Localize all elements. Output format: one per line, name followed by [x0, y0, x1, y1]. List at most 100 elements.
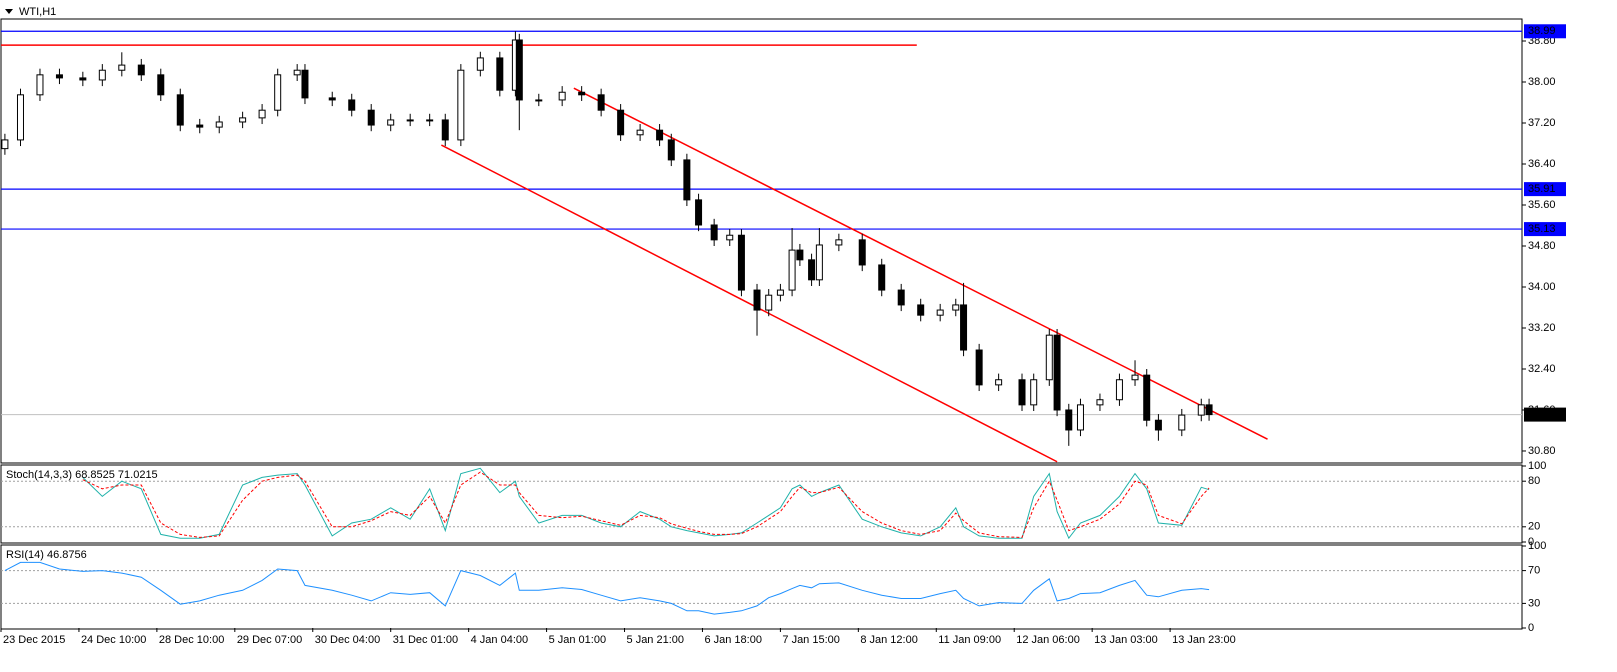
candle-body — [426, 119, 434, 122]
y-tick-label: 34.80 — [1528, 240, 1556, 252]
trendline — [573, 87, 1268, 440]
x-tick-label: 23 Dec 2015 — [3, 634, 65, 646]
y-tick-label: 36.40 — [1528, 158, 1556, 170]
x-tick-label: 4 Jan 04:00 — [471, 634, 528, 646]
candle-body — [16, 94, 24, 141]
indicator-line — [4, 561, 1210, 615]
x-tick-label: 13 Jan 03:00 — [1094, 634, 1158, 646]
y-tick-label: 80 — [1528, 475, 1540, 487]
y-tick-label: 33.20 — [1528, 322, 1556, 334]
candle-body — [695, 199, 703, 226]
candle-body — [79, 77, 87, 81]
candle-body — [36, 74, 44, 96]
candle-body — [726, 234, 734, 241]
level-label: 38.99 — [1528, 25, 1556, 37]
candle-body — [274, 74, 282, 111]
candle-body — [597, 94, 605, 111]
candle-body — [808, 259, 816, 281]
candle-body — [776, 289, 784, 296]
candle-body — [878, 264, 886, 291]
indicator-line — [82, 471, 1210, 538]
level-label-box — [1524, 182, 1566, 197]
x-tick-label: 31 Dec 01:00 — [393, 634, 458, 646]
candle-body — [348, 99, 356, 111]
panel-frame — [0, 18, 1523, 464]
trendline — [441, 144, 1058, 463]
candle-body — [1131, 374, 1139, 381]
candle-body — [636, 129, 644, 136]
candle-body — [578, 91, 586, 96]
y-tick-label: 30 — [1528, 597, 1540, 609]
candle-body — [617, 109, 625, 136]
panel-frame — [0, 544, 1523, 630]
candle-body — [535, 99, 543, 102]
candle-body — [858, 239, 866, 266]
x-tick-label: 8 Jan 12:00 — [860, 634, 918, 646]
panel-frame — [0, 464, 1523, 544]
candle-body — [710, 224, 718, 241]
candle-body — [1205, 404, 1213, 416]
candle-body — [98, 69, 106, 81]
candle-body — [737, 234, 745, 291]
menu-arrow — [5, 9, 13, 14]
candle-body — [796, 249, 804, 261]
y-tick-label: 100 — [1528, 460, 1546, 472]
candle-body — [515, 39, 523, 101]
candle-body — [1030, 379, 1038, 406]
x-tick-label: 13 Jan 23:00 — [1172, 634, 1236, 646]
candle-body — [765, 294, 773, 311]
candle-body — [137, 64, 145, 76]
candle-body — [788, 249, 796, 291]
candle-body — [1154, 419, 1162, 431]
candle-body — [1053, 334, 1061, 411]
y-tick-label: 30.80 — [1528, 445, 1556, 457]
last-price-label: 31.51 — [1528, 409, 1556, 421]
candle-body — [656, 129, 664, 141]
indicator-line — [82, 467, 1210, 540]
y-tick-label: 34.00 — [1528, 281, 1556, 293]
candle-body — [258, 109, 266, 119]
candle-body — [176, 94, 184, 126]
candle-body — [1178, 414, 1186, 431]
candle-body — [196, 124, 204, 128]
candle-body — [960, 304, 968, 351]
y-tick-label: 0 — [1528, 622, 1534, 634]
x-tick-label: 28 Dec 10:00 — [159, 634, 224, 646]
candle-body — [952, 304, 960, 311]
candle-body — [157, 74, 165, 96]
x-tick-label: 5 Jan 01:00 — [549, 634, 607, 646]
candle-body — [1, 139, 9, 150]
level-label-box — [1524, 24, 1566, 39]
candle-body — [1115, 379, 1123, 401]
candle-body — [476, 57, 484, 71]
candle-body — [558, 91, 566, 101]
y-tick-label: 32.40 — [1528, 363, 1556, 375]
candle-body — [55, 74, 63, 79]
x-tick-label: 29 Dec 07:00 — [237, 634, 302, 646]
x-tick-label: 12 Jan 06:00 — [1016, 634, 1080, 646]
candle-body — [406, 119, 414, 122]
candle-body — [897, 289, 905, 306]
candle-body — [975, 349, 983, 386]
candle-body — [936, 309, 944, 316]
x-tick-label: 24 Dec 10:00 — [81, 634, 146, 646]
candle-body — [457, 69, 465, 141]
y-tick-label: 100 — [1528, 540, 1546, 552]
candle-body — [301, 69, 309, 99]
candle-body — [367, 109, 375, 126]
x-tick-label: 6 Jan 18:00 — [704, 634, 762, 646]
level-label: 35.91 — [1528, 183, 1556, 195]
y-tick-label: 20 — [1528, 521, 1540, 533]
candle-body — [1096, 399, 1104, 406]
candle-body — [1197, 404, 1205, 416]
x-tick-label: 30 Dec 04:00 — [315, 634, 380, 646]
x-tick-label: 11 Jan 09:00 — [938, 634, 1001, 646]
candle-body — [496, 57, 504, 91]
level-label-box — [1524, 222, 1566, 237]
candle-body — [239, 117, 247, 123]
y-tick-label: 70 — [1528, 565, 1540, 577]
candle-body — [215, 121, 223, 128]
candle-body — [1045, 334, 1053, 381]
